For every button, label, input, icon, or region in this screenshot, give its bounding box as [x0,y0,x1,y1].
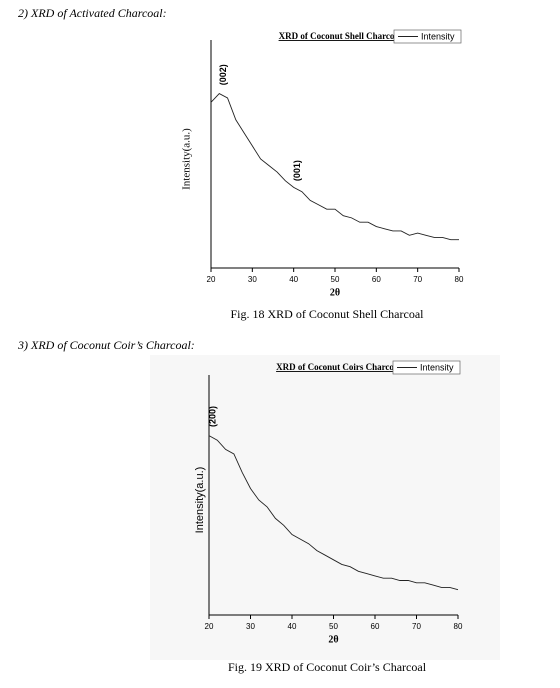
figure-caption: Fig. 19 XRD of Coconut Coir’s Charcoal [228,660,427,674]
x-tick-label: 20 [207,275,216,284]
peak-label: (200) [208,406,218,427]
x-axis-label: 2θ [330,287,340,298]
x-tick-label: 80 [454,622,463,631]
x-tick-label: 40 [289,275,298,284]
data-line [208,435,459,591]
chart-title: XRD of Coconut Coirs Charcoal [276,362,401,372]
figure-background [150,355,500,660]
peak-label: (001) [292,160,302,181]
y-axis-label: Intensity(a.u.) [181,128,193,190]
figure-caption: Fig. 18 XRD of Coconut Shell Charcoal [231,307,425,321]
x-tick-label: 60 [372,275,381,284]
peak-label: (002) [218,64,228,85]
section-heading: 3) XRD of Coconut Coir’s Charcoal: [17,338,195,352]
x-tick-label: 30 [246,622,255,631]
x-tick-label: 20 [205,622,214,631]
x-tick-label: 50 [329,622,338,631]
x-tick-label: 60 [371,622,380,631]
legend-box [392,360,461,375]
x-tick-label: 50 [331,275,340,284]
legend-label: Intensity [420,362,454,372]
legend-label: Intensity [421,31,455,41]
y-axis-label: Intensity(a.u.) [194,467,206,534]
legend-box [393,29,462,44]
x-tick-label: 40 [288,622,297,631]
section-heading: 2) XRD of Activated Charcoal: [18,6,167,20]
data-line [210,93,459,241]
x-tick-label: 70 [413,275,422,284]
chart-title: XRD of Coconut Shell Charcoal [279,31,402,41]
x-tick-label: 30 [248,275,257,284]
x-axis-label: 2θ [328,634,338,645]
x-tick-label: 80 [455,275,464,284]
x-tick-label: 70 [412,622,421,631]
